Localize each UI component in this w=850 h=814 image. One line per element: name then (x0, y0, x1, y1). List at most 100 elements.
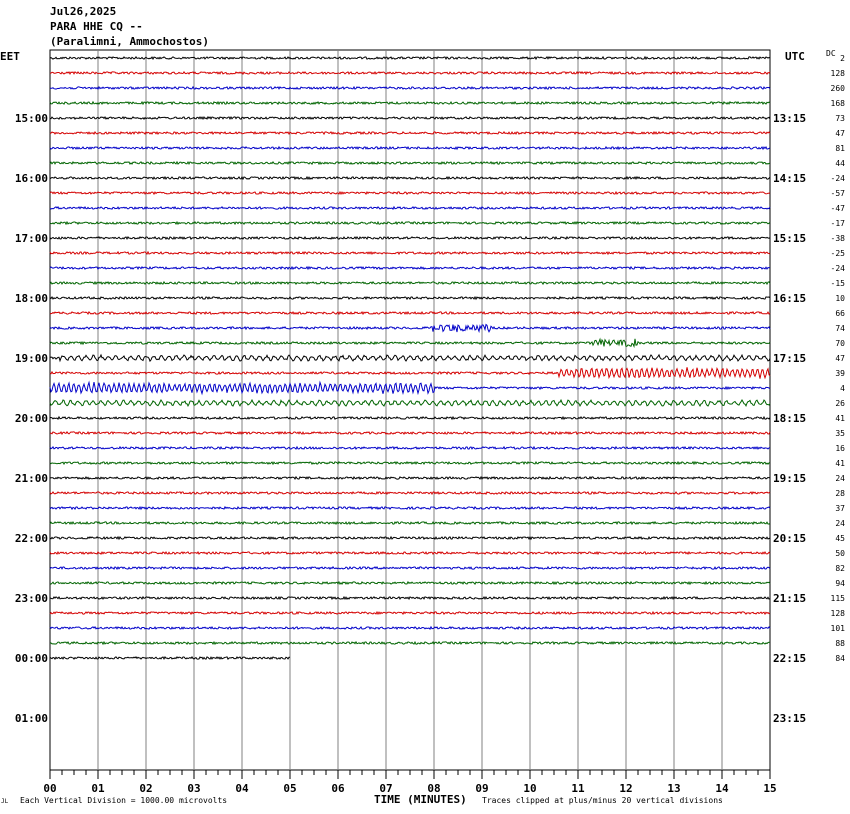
left-hour-label: 19:00 (15, 352, 48, 365)
dc-offset-label: 24 (835, 519, 845, 528)
trace-24 (49, 415, 771, 421)
dc-offset-label: 24 (835, 474, 845, 483)
left-hour-label: 01:00 (15, 712, 48, 725)
x-tick-label: 07 (379, 782, 392, 795)
trace-16 (49, 295, 771, 301)
trace-0 (49, 55, 771, 61)
trace-22 (49, 380, 771, 396)
trace-27 (49, 460, 771, 466)
date-label: Jul26,2025 (50, 5, 117, 18)
trace-10 (49, 205, 771, 211)
trace-15 (49, 280, 771, 286)
x-tick-label: 13 (667, 782, 680, 795)
trace-40 (49, 655, 290, 661)
x-tick-label: 10 (523, 782, 536, 795)
trace-5 (49, 130, 771, 136)
trace-25 (49, 430, 771, 436)
location-label: (Paralimni, Ammochostos) (50, 35, 209, 48)
x-tick-label: 03 (187, 782, 200, 795)
dc-offset-label: 28 (835, 489, 845, 498)
dc-offset-label: 26 (835, 399, 845, 408)
trace-21 (49, 367, 771, 380)
dc-offset-label: 16 (835, 444, 845, 453)
trace-7 (49, 160, 771, 166)
dc-offset-label: 66 (835, 309, 845, 318)
right-timezone-label: UTC (785, 50, 805, 63)
x-tick-label: 01 (91, 782, 105, 795)
x-tick-label: 00 (43, 782, 56, 795)
trace-32 (49, 535, 771, 541)
dc-offset-label: 128 (831, 609, 846, 618)
left-hour-label: 00:00 (15, 652, 48, 665)
dc-offset-label: 88 (835, 639, 845, 648)
left-hour-label: 16:00 (15, 172, 48, 185)
x-tick-label: 11 (571, 782, 585, 795)
dc-header-label: DC (826, 49, 836, 58)
dc-offset-label: 4 (840, 384, 845, 393)
trace-17 (49, 310, 771, 316)
x-tick-label: 12 (619, 782, 632, 795)
left-hour-label: 23:00 (15, 592, 48, 605)
left-hour-label: 18:00 (15, 292, 48, 305)
x-tick-label: 09 (475, 782, 488, 795)
right-hour-label: 16:15 (773, 292, 806, 305)
dc-offset-label: 47 (835, 354, 845, 363)
left-hour-label: 22:00 (15, 532, 48, 545)
left-hour-label: 17:00 (15, 232, 48, 245)
trace-28 (49, 475, 771, 481)
x-tick-label: 15 (763, 782, 776, 795)
plot-frame (49, 49, 771, 771)
x-tick-label: 02 (139, 782, 152, 795)
trace-34 (49, 565, 771, 571)
trace-35 (49, 580, 771, 586)
dc-offset-label: 128 (831, 69, 846, 78)
dc-offset-label: 35 (835, 429, 845, 438)
trace-8 (49, 175, 771, 181)
trace-4 (49, 115, 771, 121)
dc-offset-label: 47 (835, 129, 845, 138)
trace-19 (49, 337, 771, 349)
right-hour-label: 18:15 (773, 412, 806, 425)
trace-14 (49, 265, 771, 271)
dc-offset-label: 2 (840, 54, 845, 63)
right-hour-label: 23:15 (773, 712, 806, 725)
trace-23 (49, 398, 771, 408)
right-hour-label: 14:15 (773, 172, 806, 185)
dc-offset-label: -17 (831, 219, 846, 228)
trace-13 (49, 250, 771, 256)
x-axis-title: TIME (MINUTES) (374, 793, 467, 806)
x-tick-label: 08 (427, 782, 440, 795)
dc-offset-label: -47 (831, 204, 846, 213)
left-hour-label: 20:00 (15, 412, 48, 425)
left-hour-label: 21:00 (15, 472, 48, 485)
left-timezone-label: EET (0, 50, 20, 63)
trace-18 (49, 323, 771, 334)
dc-offset-label: 45 (835, 534, 845, 543)
dc-offset-label: -15 (831, 279, 846, 288)
dc-offset-label: 50 (835, 549, 845, 558)
trace-9 (49, 190, 771, 196)
x-tick-label: 05 (283, 782, 296, 795)
dc-offset-label: -25 (831, 249, 846, 258)
right-hour-label: 15:15 (773, 232, 806, 245)
trace-6 (49, 145, 771, 151)
clip-note: Traces clipped at plus/minus 20 vertical… (482, 796, 723, 805)
dc-offset-label: 82 (835, 564, 845, 573)
dc-offset-label: 94 (835, 579, 845, 588)
dc-offset-label: -57 (831, 189, 846, 198)
dc-offset-label: 168 (831, 99, 846, 108)
right-hour-label: 21:15 (773, 592, 806, 605)
dc-offset-label: 73 (835, 114, 845, 123)
station-label: PARA HHE CQ -- (50, 20, 143, 33)
dc-offset-label: -24 (831, 264, 846, 273)
dc-offset-label: 70 (835, 339, 845, 348)
right-hour-label: 20:15 (773, 532, 806, 545)
scale-note: Each Vertical Division = 1000.00 microvo… (20, 796, 228, 805)
trace-37 (49, 610, 771, 616)
trace-20 (49, 353, 771, 363)
trace-38 (49, 625, 771, 631)
dc-offset-label: -38 (831, 234, 846, 243)
right-hour-label: 22:15 (773, 652, 806, 665)
dc-offset-label: 81 (835, 144, 845, 153)
trace-3 (49, 100, 771, 106)
